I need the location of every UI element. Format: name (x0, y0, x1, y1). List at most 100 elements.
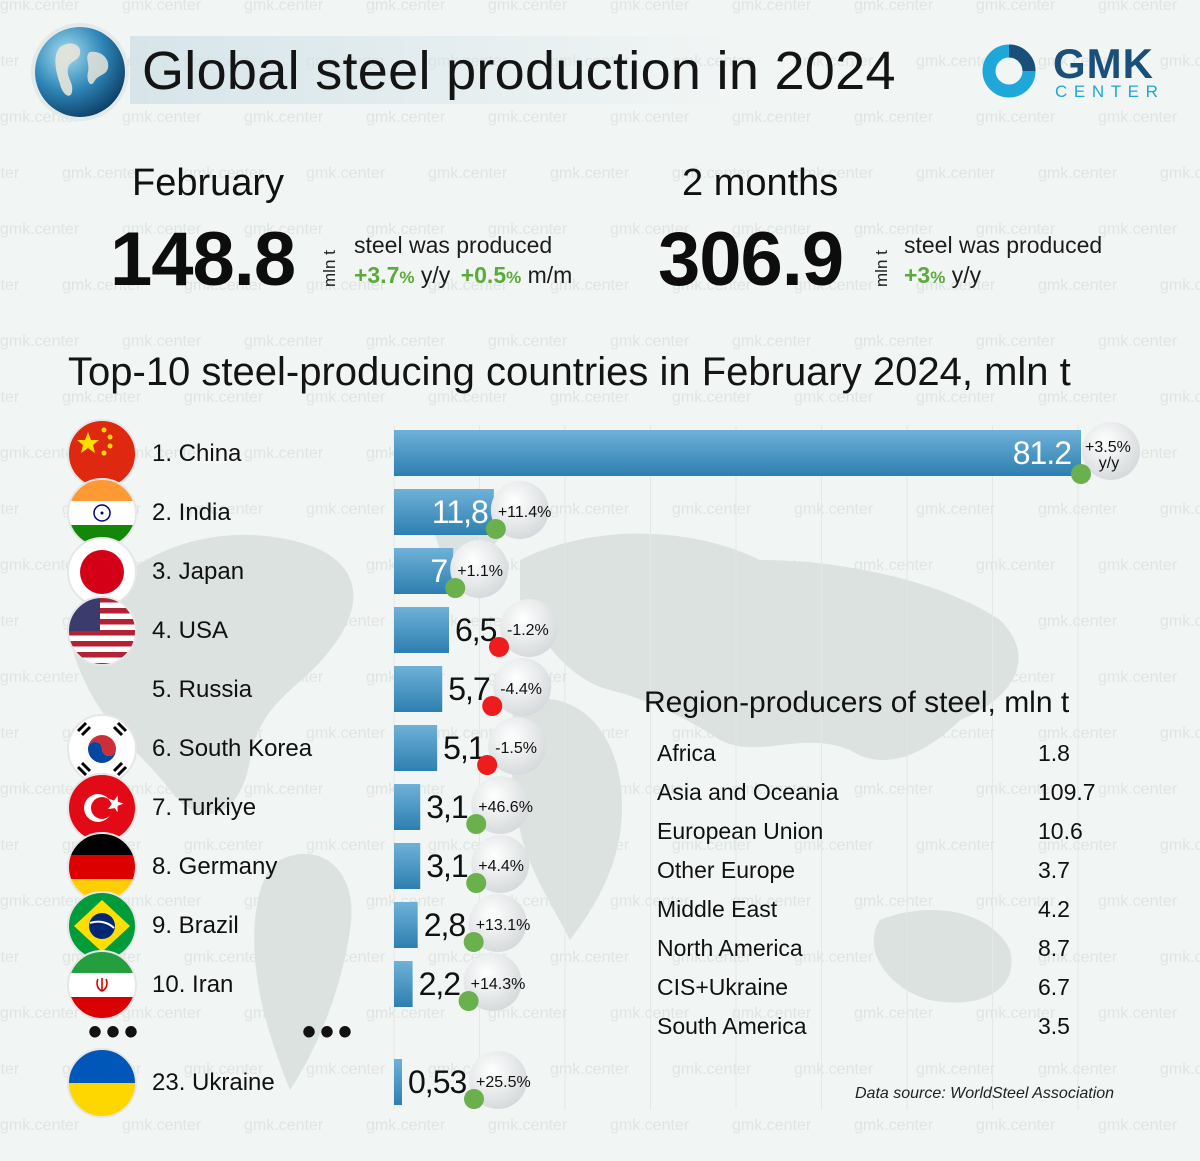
svg-text:gmk.center: gmk.center (244, 0, 324, 14)
stat-produced-2-months: steel was produced (904, 232, 1103, 258)
change-label: +11.4% (498, 504, 552, 521)
country-label: 9. Brazil (152, 912, 239, 939)
svg-text:gmk.center: gmk.center (976, 0, 1056, 14)
svg-text:gmk.center: gmk.center (1098, 893, 1178, 910)
page-title: Global steel production in 2024 (142, 41, 896, 101)
svg-text:gmk.center: gmk.center (122, 1117, 202, 1134)
svg-text:gmk.center: gmk.center (306, 1061, 386, 1078)
svg-text:gmk.center: gmk.center (0, 1005, 80, 1022)
gmk-logo-icon (982, 44, 1036, 98)
brazil-flag-icon (67, 891, 137, 961)
svg-text:gmk.center: gmk.center (672, 165, 752, 182)
change-up-dot (466, 814, 487, 834)
svg-text:gmk.center: gmk.center (0, 669, 80, 686)
svg-text:gmk.center: gmk.center (0, 445, 80, 462)
svg-text:gmk.center: gmk.center (550, 1061, 630, 1078)
svg-text:gmk.center: gmk.center (0, 949, 20, 966)
svg-text:gmk.center: gmk.center (1098, 221, 1178, 238)
svg-text:gmk.center: gmk.center (732, 221, 812, 238)
svg-text:gmk.center: gmk.center (610, 893, 690, 910)
svg-text:gmk.center: gmk.center (916, 837, 996, 854)
bar (394, 843, 421, 889)
svg-text:gmk.center: gmk.center (610, 1005, 690, 1022)
svg-text:gmk.center: gmk.center (0, 781, 80, 798)
svg-text:gmk.center: gmk.center (976, 333, 1056, 350)
country-label: 10. Iran (152, 971, 234, 998)
bar (394, 961, 413, 1007)
svg-text:gmk.center: gmk.center (62, 389, 142, 406)
svg-text:gmk.center: gmk.center (0, 1117, 80, 1134)
svg-text:gmk.center: gmk.center (732, 333, 812, 350)
svg-text:gmk.center: gmk.center (854, 781, 934, 798)
change-bubble (450, 540, 509, 598)
turkiye-flag-icon (67, 773, 137, 843)
country-label: 1. China (152, 440, 242, 467)
svg-text:gmk.center: gmk.center (62, 277, 142, 294)
svg-text:gmk.center: gmk.center (550, 389, 630, 406)
svg-text:gmk.center: gmk.center (854, 557, 934, 574)
svg-text:gmk.center: gmk.center (1038, 53, 1118, 70)
change-bubble (499, 599, 558, 657)
iran-flag-icon (67, 950, 137, 1020)
svg-text:gmk.center: gmk.center (306, 277, 386, 294)
svg-text:gmk.center: gmk.center (794, 837, 874, 854)
change-label: +13.1% (476, 917, 531, 934)
svg-text:gmk.center: gmk.center (1098, 0, 1178, 14)
bar (394, 902, 418, 948)
svg-text:gmk.center: gmk.center (122, 109, 202, 126)
svg-text:gmk.center: gmk.center (306, 725, 386, 742)
stat-changes-2-months: +3% y/y (904, 262, 982, 288)
change-label: +3.5% (1085, 439, 1131, 456)
svg-text:gmk.center: gmk.center (1098, 109, 1178, 126)
svg-text:gmk.center: gmk.center (306, 501, 386, 518)
svg-text:gmk.center: gmk.center (854, 109, 934, 126)
svg-text:gmk.center: gmk.center (550, 949, 630, 966)
svg-text:gmk.center: gmk.center (916, 277, 996, 294)
region-value: 10.6 (1038, 818, 1083, 844)
region-value: 3.5 (1038, 1013, 1070, 1039)
change-up-dot (1071, 464, 1091, 484)
stat-period-february: February (132, 162, 285, 204)
svg-text:gmk.center: gmk.center (184, 837, 264, 854)
svg-text:gmk.center: gmk.center (854, 333, 934, 350)
region-name: Middle East (657, 896, 778, 922)
svg-text:gmk.center: gmk.center (1098, 557, 1178, 574)
svg-text:gmk.center: gmk.center (0, 389, 20, 406)
svg-text:gmk.center: gmk.center (428, 277, 508, 294)
bar (394, 666, 443, 712)
svg-text:gmk.center: gmk.center (732, 0, 812, 14)
bar (394, 725, 438, 771)
svg-text:gmk.center: gmk.center (794, 277, 874, 294)
svg-text:gmk.center: gmk.center (244, 333, 324, 350)
change-down-dot (477, 755, 498, 775)
svg-text:gmk.center: gmk.center (1160, 165, 1200, 182)
region-name: Asia and Oceania (657, 779, 839, 805)
svg-text:gmk.center: gmk.center (0, 1061, 20, 1078)
svg-text:gmk.center: gmk.center (610, 1117, 690, 1134)
region-name: South America (657, 1013, 807, 1039)
svg-text:gmk.center: gmk.center (244, 445, 324, 462)
svg-text:gmk.center: gmk.center (794, 389, 874, 406)
change-up-dot (485, 519, 506, 539)
svg-text:gmk.center: gmk.center (1160, 1061, 1200, 1078)
change-unit-label: y/y (1099, 455, 1119, 472)
bar-value-label: 2,8 (424, 907, 466, 943)
svg-text:gmk.center: gmk.center (794, 53, 874, 70)
country-label: 2. India (152, 499, 231, 526)
change-up-dot (464, 1089, 484, 1109)
bar (394, 607, 449, 653)
svg-text:gmk.center: gmk.center (794, 165, 874, 182)
svg-text:gmk.center: gmk.center (1160, 53, 1200, 70)
svg-text:gmk.center: gmk.center (366, 221, 446, 238)
svg-text:gmk.center: gmk.center (366, 333, 446, 350)
region-value: 1.8 (1038, 740, 1070, 766)
svg-text:gmk.center: gmk.center (610, 333, 690, 350)
svg-text:gmk.center: gmk.center (244, 109, 324, 126)
svg-text:gmk.center: gmk.center (0, 613, 20, 630)
region-value: 4.2 (1038, 896, 1070, 922)
ukraine-flag-icon (67, 1048, 137, 1118)
svg-text:gmk.center: gmk.center (366, 893, 446, 910)
change-bubble (493, 658, 552, 716)
svg-text:gmk.center: gmk.center (0, 333, 80, 350)
india-flag-icon (67, 478, 137, 548)
